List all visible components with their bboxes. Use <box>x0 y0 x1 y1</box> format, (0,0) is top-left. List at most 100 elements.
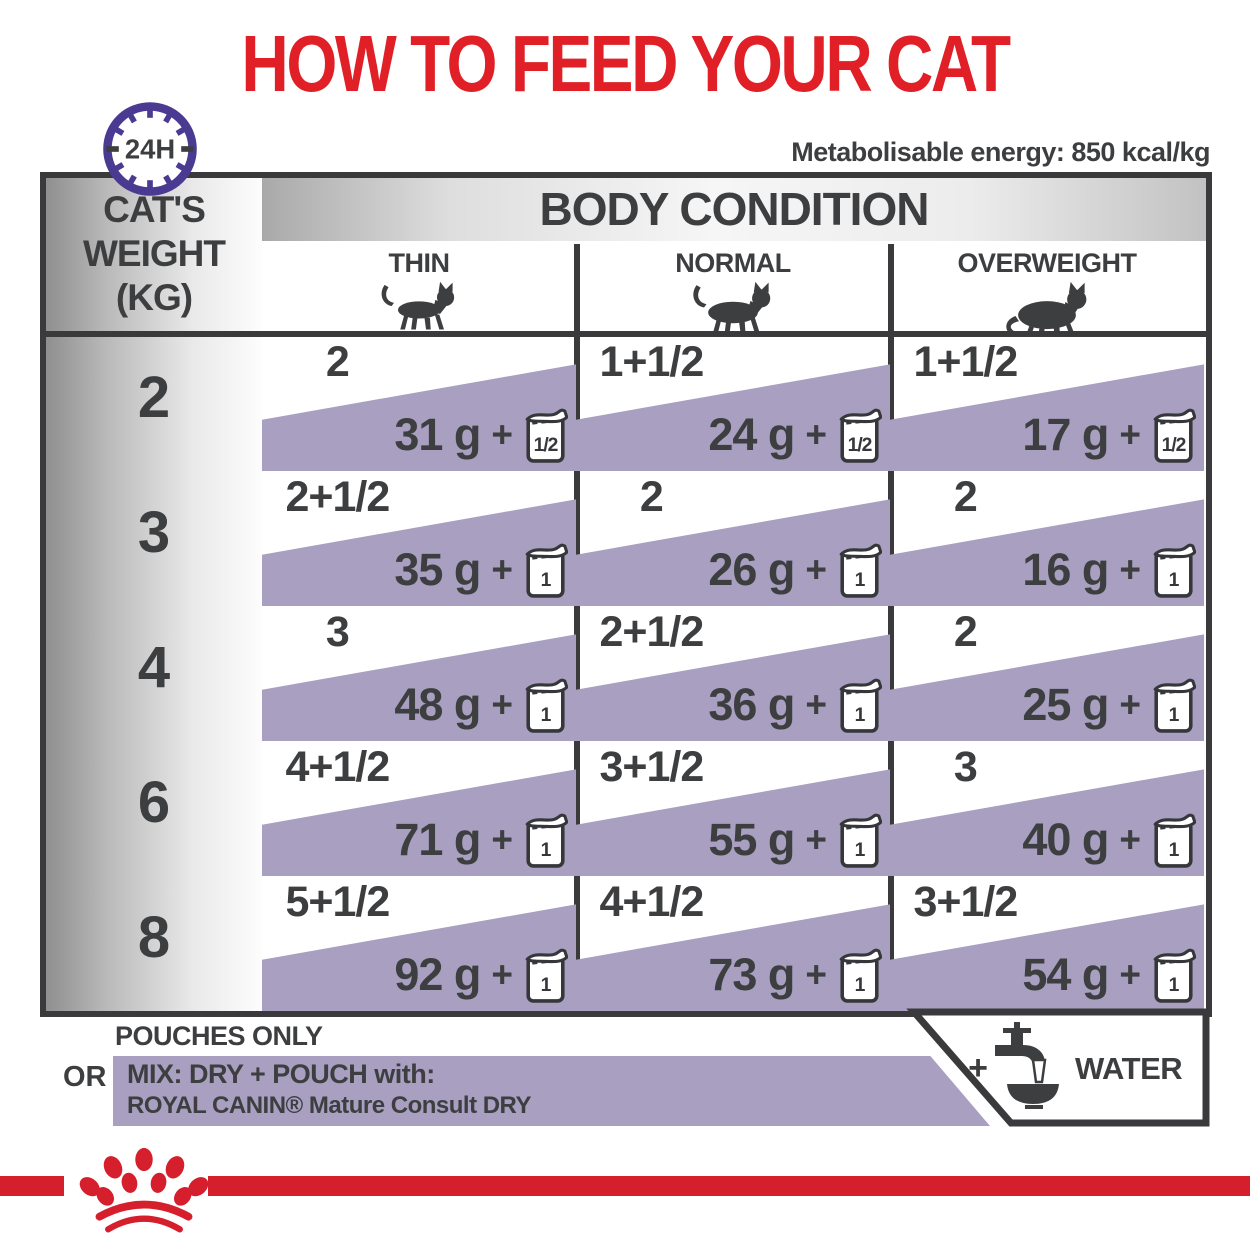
feeding-cell: 4+1/2 73 g + 1 <box>576 876 890 1011</box>
svg-text:1: 1 <box>855 705 866 726</box>
pouch-count: 4+1/2 <box>599 878 704 926</box>
pouch-count: 2+1/2 <box>599 608 704 656</box>
pouch-icon: 1 <box>525 813 568 868</box>
grams-value: 36 g <box>708 678 795 730</box>
plus-sign: + <box>491 413 513 455</box>
grams-line: 71 g + 1 <box>394 809 568 870</box>
grams-value: 92 g <box>394 948 481 1000</box>
pouch-icon: 1 <box>525 543 568 598</box>
pouch-icon: 1 <box>839 813 882 868</box>
svg-text:1/2: 1/2 <box>848 435 872 456</box>
pouch-icon: 1 <box>525 678 568 733</box>
pouch-icon: 1 <box>1153 678 1196 733</box>
grams-value: 71 g <box>394 813 481 865</box>
feeding-cell: 2 16 g + 1 <box>890 471 1204 606</box>
plus-sign: + <box>491 953 513 995</box>
plus-sign: + <box>1119 683 1141 725</box>
weight-header-line: CAT'S <box>103 189 206 230</box>
water-panel: + WATER <box>906 1008 1210 1127</box>
grams-line: 40 g + 1 <box>1022 809 1196 870</box>
grams-value: 35 g <box>394 543 481 595</box>
pouch-count: 2 <box>953 608 978 656</box>
svg-text:1: 1 <box>1169 975 1180 996</box>
svg-text:WATER: WATER <box>1075 1051 1182 1086</box>
svg-text:1: 1 <box>541 840 552 861</box>
pouch-icon: 1 <box>1153 948 1196 1003</box>
column-header-normal: NORMAL <box>576 248 890 333</box>
svg-text:24H: 24H <box>125 133 175 164</box>
column-header-overweight: OVERWEIGHT <box>890 248 1204 336</box>
pouch-icon: 1/2 <box>1153 408 1196 463</box>
plus-sign: + <box>805 953 827 995</box>
weight-value: 2 <box>137 365 171 430</box>
column-header-thin: THIN <box>262 248 576 332</box>
column-label: THIN <box>388 248 451 278</box>
svg-text:+: + <box>968 1049 988 1087</box>
pouch-count: 3 <box>953 743 978 791</box>
column-divider <box>574 244 580 1011</box>
normal-cat-icon <box>576 281 890 339</box>
pouch-count: 2 <box>325 338 350 386</box>
feeding-cell: 2+1/2 35 g + 1 <box>262 471 576 606</box>
body-condition-header: BODY CONDITION <box>262 178 1206 241</box>
pouch-count: 2 <box>639 473 664 521</box>
grams-value: 24 g <box>708 408 795 460</box>
grams-value: 48 g <box>394 678 481 730</box>
weight-header-line: WEIGHT <box>83 233 226 274</box>
plus-sign: + <box>805 818 827 860</box>
pouch-count: 1+1/2 <box>913 338 1018 386</box>
energy-note: Metabolisable energy: 850 kcal/kg <box>791 137 1210 167</box>
feeding-cell: 1+1/2 17 g + 1/2 <box>890 336 1204 471</box>
feeding-table: BODY CONDITION CAT'S WEIGHT (KG) THIN <box>40 172 1212 1017</box>
grams-line: 54 g + 1 <box>1022 944 1196 1005</box>
plus-sign: + <box>1119 818 1141 860</box>
grams-line: 55 g + 1 <box>708 809 882 870</box>
weight-value: 3 <box>137 500 171 565</box>
feeding-cell: 2+1/2 36 g + 1 <box>576 606 890 741</box>
page-title: HOW TO FEED YOUR CAT <box>241 19 1011 108</box>
mix-band: MIX: DRY + POUCH with: ROYAL CANIN® Matu… <box>113 1056 990 1126</box>
brand-name: ROYAL CANIN® <box>127 1092 303 1119</box>
grams-line: 48 g + 1 <box>394 674 568 735</box>
svg-text:1: 1 <box>541 570 552 591</box>
weight-value: 6 <box>137 770 171 835</box>
grams-value: 31 g <box>394 408 481 460</box>
thin-cat-icon <box>262 281 576 336</box>
grams-line: 36 g + 1 <box>708 674 882 735</box>
grams-value: 17 g <box>1022 408 1109 460</box>
grams-value: 40 g <box>1022 813 1109 865</box>
pouch-count: 3+1/2 <box>599 743 704 791</box>
plus-sign: + <box>1119 413 1141 455</box>
weight-column-background <box>46 178 262 1011</box>
weight-value: 4 <box>137 635 171 700</box>
grams-value: 26 g <box>708 543 795 595</box>
plus-sign: + <box>491 683 513 725</box>
pouch-count: 4+1/2 <box>285 743 390 791</box>
grams-line: 92 g + 1 <box>394 944 568 1005</box>
grams-value: 16 g <box>1022 543 1109 595</box>
feeding-cell: 2 31 g + 1/2 <box>262 336 576 471</box>
feeding-cell: 3+1/2 55 g + 1 <box>576 741 890 876</box>
pouch-count: 5+1/2 <box>285 878 390 926</box>
pouch-count: 3+1/2 <box>913 878 1018 926</box>
plus-sign: + <box>1119 548 1141 590</box>
grams-value: 55 g <box>708 813 795 865</box>
weight-header-line: (KG) <box>115 277 193 318</box>
plus-sign: + <box>491 548 513 590</box>
pouch-count: 1+1/2 <box>599 338 704 386</box>
grams-line: 24 g + 1/2 <box>708 404 882 465</box>
pouch-icon: 1 <box>839 543 882 598</box>
royal-canin-crown-logo <box>79 1147 209 1233</box>
pouch-icon: 1 <box>1153 813 1196 868</box>
red-stripe <box>0 1176 64 1196</box>
or-label: OR <box>63 1061 107 1093</box>
grams-line: 31 g + 1/2 <box>394 404 568 465</box>
feeding-cell: 3 40 g + 1 <box>890 741 1204 876</box>
grams-value: 54 g <box>1022 948 1109 1000</box>
plus-sign: + <box>491 818 513 860</box>
feeding-cell: 2 26 g + 1 <box>576 471 890 606</box>
column-label: NORMAL <box>675 248 791 278</box>
feeding-cell: 4+1/2 71 g + 1 <box>262 741 576 876</box>
grams-line: 73 g + 1 <box>708 944 882 1005</box>
pouch-icon: 1/2 <box>525 408 568 463</box>
